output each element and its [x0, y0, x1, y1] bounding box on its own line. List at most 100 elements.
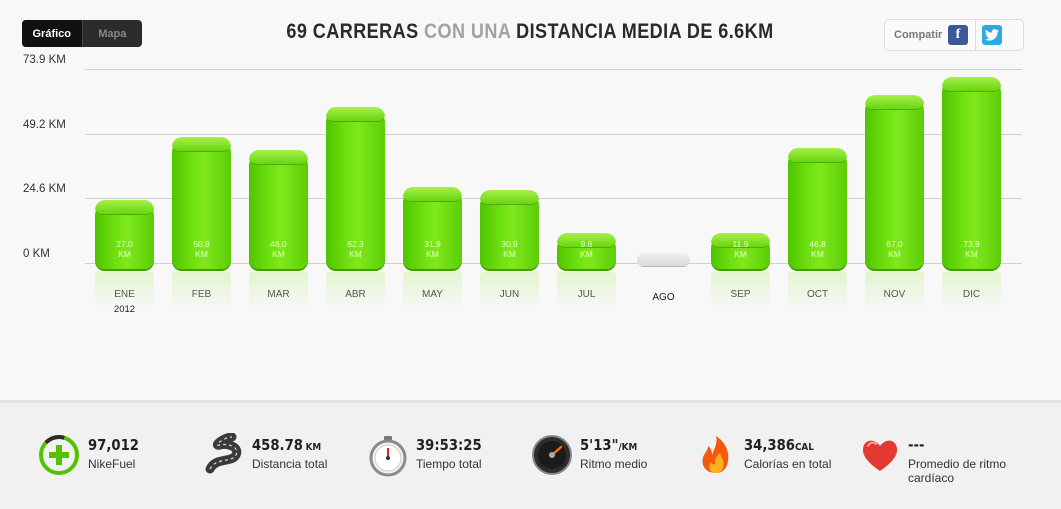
speedometer-icon — [532, 435, 572, 475]
stat-distance-value: 458.78 — [252, 436, 303, 454]
bar-value-label: 73.9 — [963, 239, 980, 249]
bar-unit-label: KM — [118, 248, 131, 259]
bar-unit-label: KM — [349, 248, 362, 259]
stat-calories: 34,386CAL Calorías en total — [694, 433, 831, 477]
bar-value-label: 30.9 — [501, 238, 518, 249]
bar-value: 46.8 KM — [788, 239, 847, 259]
bar-value: 46.0 KM — [249, 239, 308, 259]
tab-mapa[interactable]: Mapa — [98, 27, 127, 40]
stat-time-label: Tiempo total — [416, 457, 482, 471]
bar-nov[interactable]: 67.0 KM — [865, 95, 924, 271]
bar-unit-label: KM — [580, 249, 593, 259]
stat-calories-label: Calorías en total — [744, 457, 832, 471]
y-tick-label: 0 KM — [23, 248, 50, 260]
bar-sep[interactable]: 11.9 KM — [711, 233, 770, 271]
bar-dic[interactable]: 73.9 KM — [942, 77, 1001, 271]
x-tick-label: FEB — [191, 289, 212, 300]
bar-value-label: 27.0 — [116, 238, 133, 249]
twitter-icon[interactable] — [982, 25, 1002, 45]
gridline — [85, 198, 1022, 200]
x-tick-label: DIC — [962, 289, 981, 300]
x-tick-label: ENE — [114, 289, 135, 300]
stopwatch-icon — [369, 436, 407, 477]
gridline — [85, 133, 1022, 135]
bar-unit-label: KM — [888, 248, 901, 259]
bar-unit-label: KM — [811, 248, 824, 259]
x-tick-label: ABR — [345, 289, 366, 300]
bar-feb[interactable]: 50.9 KM — [172, 137, 231, 271]
nikefuel-icon — [39, 435, 79, 475]
bar-reflection — [249, 272, 308, 310]
tab-grafico[interactable]: Gráfico — [22, 20, 83, 47]
share-box: Compatir f — [884, 19, 1024, 51]
stat-calories-unit: CAL — [794, 442, 814, 453]
bar-reflection — [942, 272, 1001, 310]
bar-reflection — [788, 272, 847, 310]
bar-value-label: 67.0 — [886, 238, 903, 249]
flame-icon — [702, 436, 729, 473]
bar-oct[interactable]: 46.8 KM — [788, 148, 847, 271]
bar-value-label: 9.6 — [580, 239, 593, 249]
x-tick-label: AGO — [652, 292, 675, 303]
stat-heart-label: Promedio de ritmo cardíaco — [908, 457, 1007, 485]
bar-value: 50.9 KM — [172, 239, 231, 259]
bar-value-label: 62.3 — [347, 238, 364, 249]
y-tick-label: 49.2 KM — [23, 118, 66, 131]
bar-value-label: 31.9 — [424, 238, 441, 249]
bar-value-label: 46.0 — [270, 238, 287, 249]
bar-value: 27.0 KM — [95, 239, 154, 259]
gridline — [85, 263, 1022, 264]
stat-time-value: 39:53:25 — [416, 436, 482, 454]
stat-pace: 5'13"/KM Ritmo medio — [530, 433, 647, 477]
road-icon — [205, 433, 242, 474]
bar-unit-label: KM — [272, 248, 285, 259]
bar-value-label: 11.9 — [732, 239, 749, 249]
x-tick-label: JUL — [577, 289, 596, 300]
bar-unit-label: KM — [426, 248, 439, 259]
bar-value-label: 50.9 — [193, 238, 210, 249]
bar-reflection — [557, 272, 616, 310]
year-label: 2012 — [113, 304, 136, 315]
title-part-connector: CON UNA — [424, 20, 511, 43]
chart-panel: Gráfico Mapa 69 CARRERAS CON UNA DISTANC… — [22, 19, 1024, 315]
facebook-icon[interactable]: f — [948, 25, 968, 45]
bar-reflection — [480, 272, 539, 310]
bar-value: 30.9 KM — [480, 239, 539, 259]
stat-distance: 458.78 KM Distancia total — [202, 433, 331, 477]
stat-heart-rate: --- Promedio de ritmo cardíaco — [858, 433, 1023, 485]
bar-abr[interactable]: 62.3 KM — [326, 107, 385, 271]
stat-distance-label: Distancia total — [252, 457, 328, 471]
stat-nikefuel-value: 97,012 — [88, 436, 139, 454]
stat-pace-unit: /KM — [618, 442, 638, 453]
bar-unit-label: KM — [965, 249, 978, 259]
stat-pace-value: 5'13" — [580, 436, 619, 454]
bar-mar[interactable]: 46.0 KM — [249, 150, 308, 271]
bar-reflection — [865, 272, 924, 310]
bar-value: 11.9 KM — [711, 239, 770, 259]
title-part-runs: 69 CARRERAS — [286, 20, 419, 43]
x-tick-label: SEP — [730, 289, 751, 300]
bar-reflection — [326, 272, 385, 310]
x-tick-label: MAR — [267, 289, 290, 300]
y-tick-label: 24.6 KM — [23, 183, 66, 196]
bar-jun[interactable]: 30.9 KM — [480, 189, 539, 271]
stats-bar: 97,012 NikeFuel 458.78 KM Distancia tota… — [0, 400, 1061, 509]
stat-distance-unit: KM — [305, 442, 322, 453]
page-title: 69 CARRERAS CON UNA DISTANCIA MEDIA DE 6… — [246, 20, 814, 44]
gridline — [85, 69, 1022, 70]
bar-unit-label: KM — [195, 248, 208, 259]
y-tick-label: 73.9 KM — [23, 54, 66, 66]
bar-value: 67.0 KM — [865, 239, 924, 259]
bar-value: 73.9 KM — [942, 239, 1001, 259]
bar-jul[interactable]: 9.6 KM — [557, 233, 616, 271]
stat-calories-value: 34,386 — [744, 436, 795, 454]
heart-icon — [862, 440, 898, 471]
stat-pace-label: Ritmo medio — [580, 457, 648, 471]
bar-may[interactable]: 31.9 KM — [403, 187, 462, 271]
share-divider — [975, 20, 976, 50]
bar-value: 62.3 KM — [326, 239, 385, 259]
stat-nikefuel: 97,012 NikeFuel — [38, 433, 146, 477]
bar-unit-label: KM — [734, 249, 747, 259]
bar-ago[interactable] — [637, 253, 690, 267]
bar-ene[interactable]: 27.0 KM — [95, 200, 154, 271]
